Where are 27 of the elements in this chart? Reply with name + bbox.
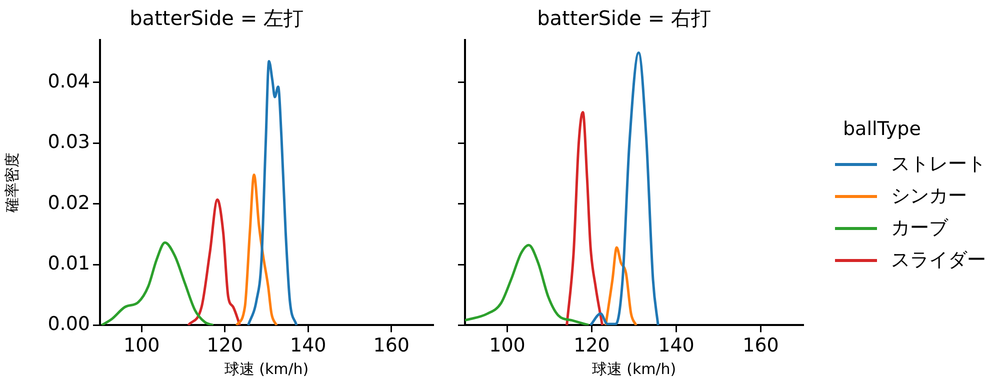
x-tick-label: 120 — [206, 334, 244, 357]
chart-title: batterSide = 左打 — [130, 6, 304, 30]
legend-label: ストレート — [891, 152, 986, 177]
line-series — [100, 241, 214, 326]
legend-label: スライダー — [891, 248, 986, 273]
x-axis-title: 球速 (km/h) — [592, 360, 676, 378]
y-tick-label: 0.01 — [48, 252, 90, 274]
chart-title: batterSide = 右打 — [537, 6, 711, 30]
y-tick-label: 0.02 — [48, 192, 90, 214]
y-tick-label: 0.00 — [48, 313, 90, 336]
x-tick-label: 160 — [373, 334, 410, 357]
line-series — [246, 60, 298, 326]
x-tick-label: 160 — [742, 334, 779, 357]
x-axis-title: 球速 (km/h) — [224, 360, 309, 378]
x-tick-label: 100 — [123, 334, 160, 357]
line-series — [235, 173, 278, 326]
legend-title: ballType — [843, 118, 922, 140]
y-axis-title: 確率密度 — [2, 152, 21, 214]
x-tick-label: 100 — [489, 334, 526, 357]
x-tick-label: 140 — [290, 334, 326, 357]
x-tick-label: 140 — [658, 334, 694, 357]
y-tick-label: 0.03 — [48, 131, 90, 154]
legend-label: カーブ — [891, 216, 948, 241]
line-series — [186, 198, 242, 326]
legend-label: シンカー — [891, 184, 967, 209]
y-tick-label: 0.04 — [48, 70, 90, 92]
x-tick-label: 120 — [574, 334, 610, 357]
